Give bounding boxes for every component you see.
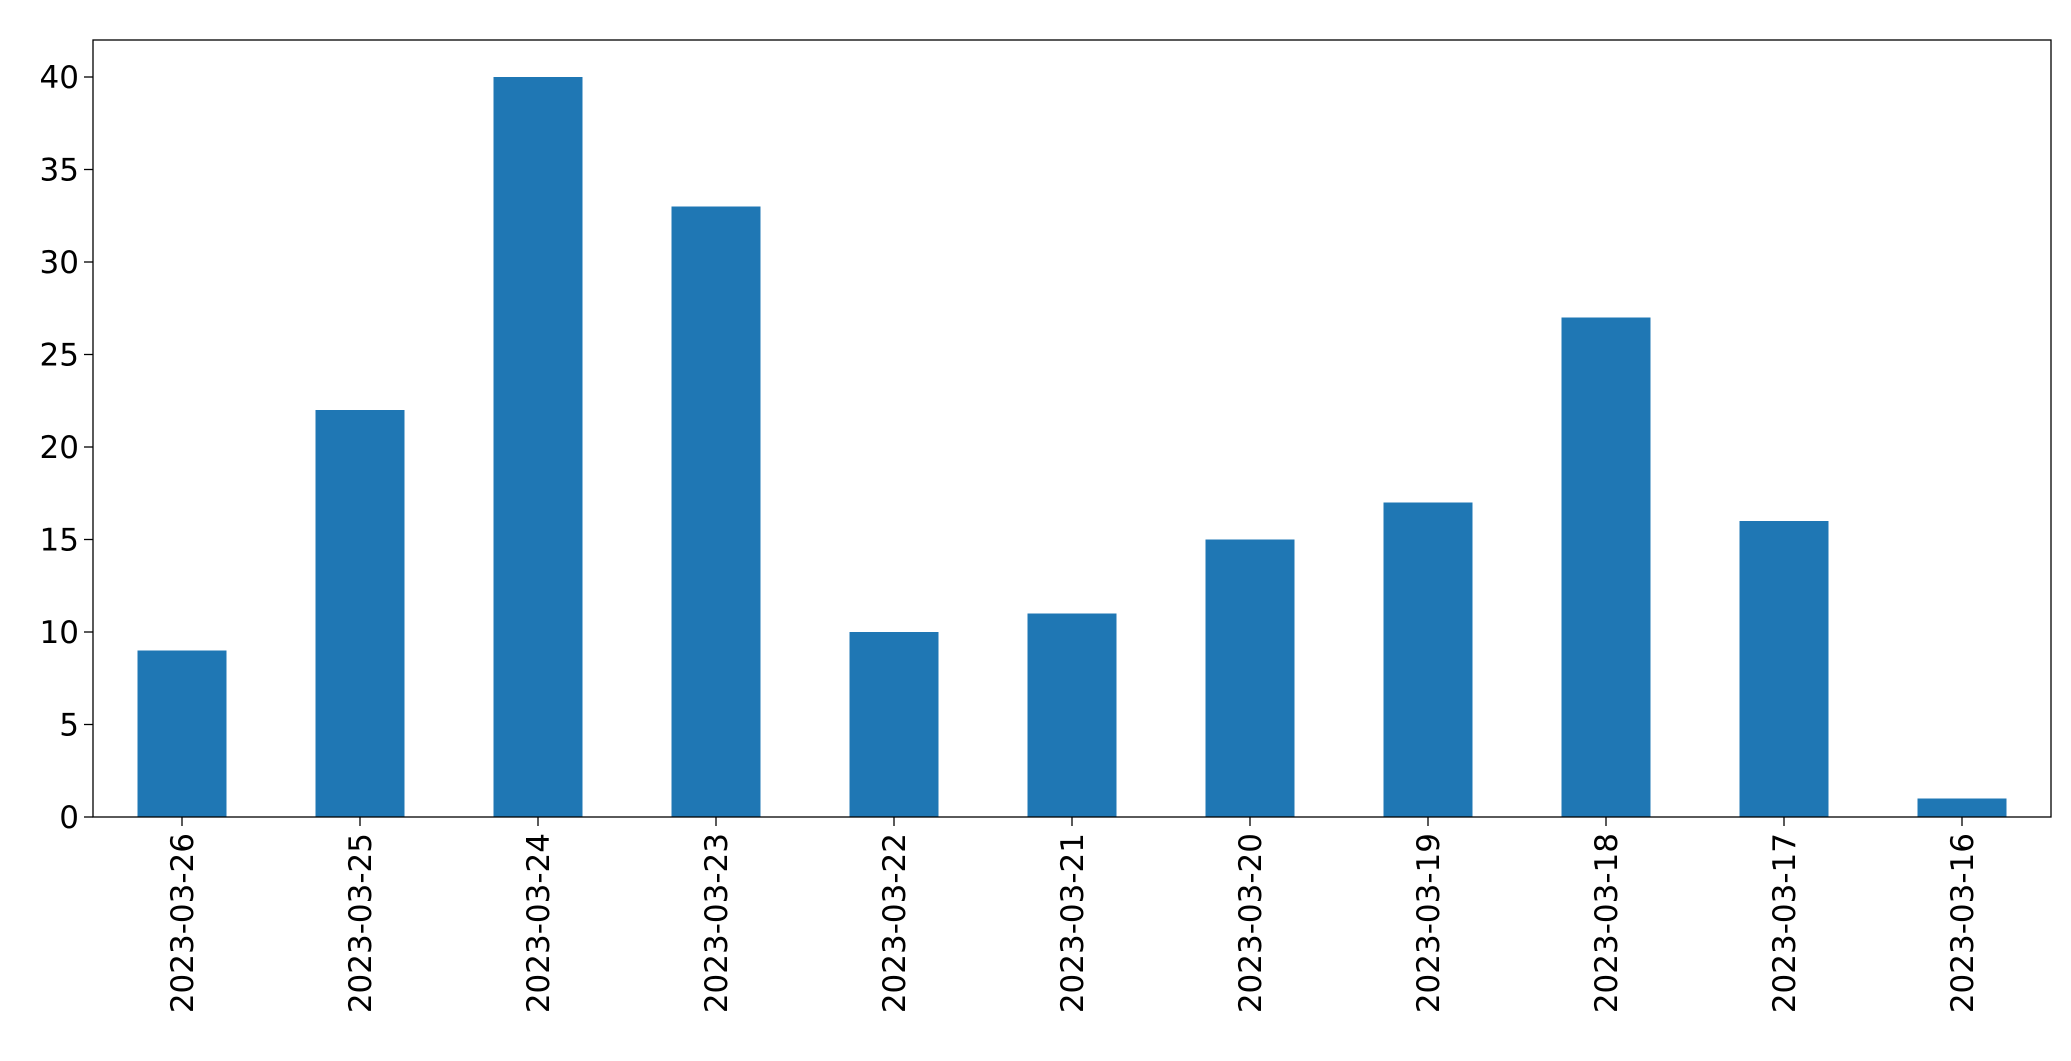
y-tick-label: 35 (40, 153, 79, 189)
y-tick-label: 20 (40, 430, 79, 466)
y-tick-label: 0 (59, 800, 79, 836)
x-tick-label: 2023-03-20 (1233, 833, 1269, 1013)
bar (849, 632, 939, 817)
x-tick-label: 2023-03-22 (877, 833, 913, 1013)
x-tick-label: 2023-03-26 (165, 833, 201, 1013)
bar (1383, 502, 1473, 817)
y-tick-label: 40 (40, 60, 79, 96)
bar (1739, 521, 1829, 817)
x-tick-label: 2023-03-17 (1767, 833, 1803, 1013)
x-tick-label: 2023-03-24 (521, 833, 557, 1013)
bar (315, 410, 405, 817)
bar (1561, 317, 1651, 817)
x-tick-label: 2023-03-21 (1055, 833, 1091, 1013)
bar (671, 206, 761, 817)
y-tick-label: 15 (40, 523, 79, 559)
bar (137, 650, 227, 817)
bar (1917, 798, 2007, 817)
x-tick-label: 2023-03-23 (699, 833, 735, 1013)
bar (1205, 539, 1295, 817)
x-tick-label: 2023-03-25 (343, 833, 379, 1013)
y-tick-label: 25 (40, 338, 79, 374)
bar (1027, 613, 1117, 817)
y-tick-label: 30 (40, 245, 79, 281)
x-tick-label: 2023-03-16 (1945, 833, 1981, 1013)
bar (493, 77, 583, 817)
x-tick-label: 2023-03-18 (1589, 833, 1625, 1013)
x-tick-label: 2023-03-19 (1411, 833, 1447, 1013)
y-tick-label: 10 (40, 615, 79, 651)
y-tick-label: 5 (59, 708, 79, 744)
plot-frame (92, 39, 2052, 818)
